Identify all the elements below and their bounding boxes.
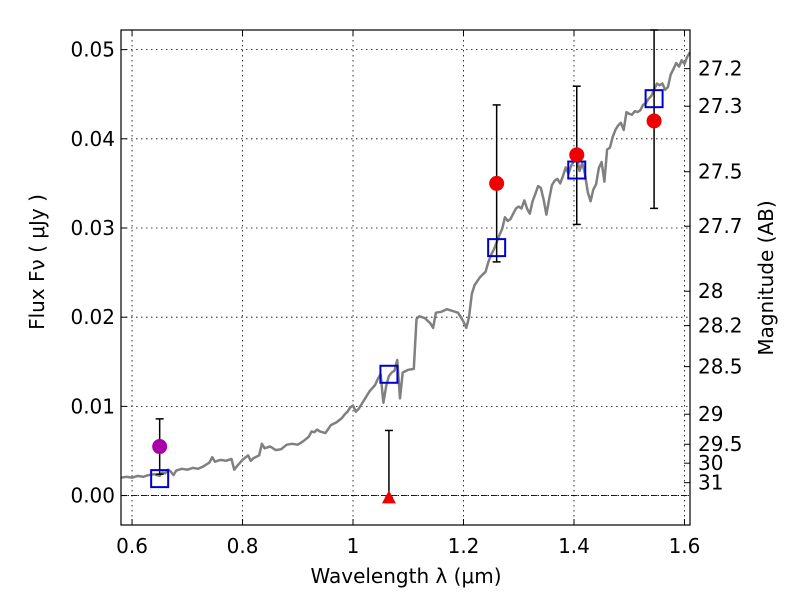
x-axis-title: Wavelength λ (μm) xyxy=(310,564,501,588)
model-photometry-square xyxy=(644,89,664,109)
observed-flux-circle xyxy=(489,175,505,191)
model-photometry-square xyxy=(379,364,399,384)
right-tick-label: 28 xyxy=(698,279,723,303)
right-tick-label: 28.5 xyxy=(698,355,743,379)
y-tick-label: 0.02 xyxy=(70,305,115,329)
x-tick-label: 1.2 xyxy=(448,534,480,558)
model-photometry-square xyxy=(487,238,507,258)
right-tick-label: 29.5 xyxy=(698,432,743,456)
right-tick-label: 28.2 xyxy=(698,314,743,338)
x-tick-label: 1.6 xyxy=(669,534,701,558)
y-tick-label: 0.00 xyxy=(70,484,115,508)
observed-flux-circle xyxy=(152,439,168,455)
plot-frame xyxy=(120,29,691,526)
right-tick-label: 29 xyxy=(698,402,723,426)
model-photometry-square xyxy=(150,469,170,489)
observed-flux-circle xyxy=(646,113,662,129)
right-tick-label: 27.7 xyxy=(698,214,743,238)
right-axis-title: Magnitude (AB) xyxy=(754,200,778,355)
observed-flux-circle xyxy=(569,147,585,163)
y-tick-label: 0.04 xyxy=(70,127,115,151)
y-axis-ticks: 0.00 0.01 0.02 0.03 0.04 0.05 xyxy=(70,38,127,508)
y-axis-title: Flux Fν ( μJy ) xyxy=(25,194,49,330)
model-spectrum-line xyxy=(120,51,692,479)
x-tick-label: 0.8 xyxy=(227,534,259,558)
x-tick-label: 0.6 xyxy=(116,534,148,558)
y-tick-label: 0.05 xyxy=(70,38,115,62)
right-tick-label: 27.5 xyxy=(698,160,743,184)
non-detection-triangle xyxy=(381,490,396,504)
y-tick-label: 0.03 xyxy=(70,216,115,240)
data-markers xyxy=(150,89,664,504)
right-tick-label: 27.3 xyxy=(698,94,743,118)
right-tick-label: 27.2 xyxy=(698,57,743,81)
y-tick-label: 0.01 xyxy=(70,394,115,418)
x-axis-ticks: 0.6 0.8 1 1.2 1.4 1.6 xyxy=(116,30,700,558)
right-tick-label: 31 xyxy=(698,471,723,495)
x-tick-label: 1 xyxy=(347,534,360,558)
spectrum-group xyxy=(120,51,692,479)
right-tick-label: 30 xyxy=(698,451,723,475)
x-tick-label: 1.4 xyxy=(558,534,590,558)
